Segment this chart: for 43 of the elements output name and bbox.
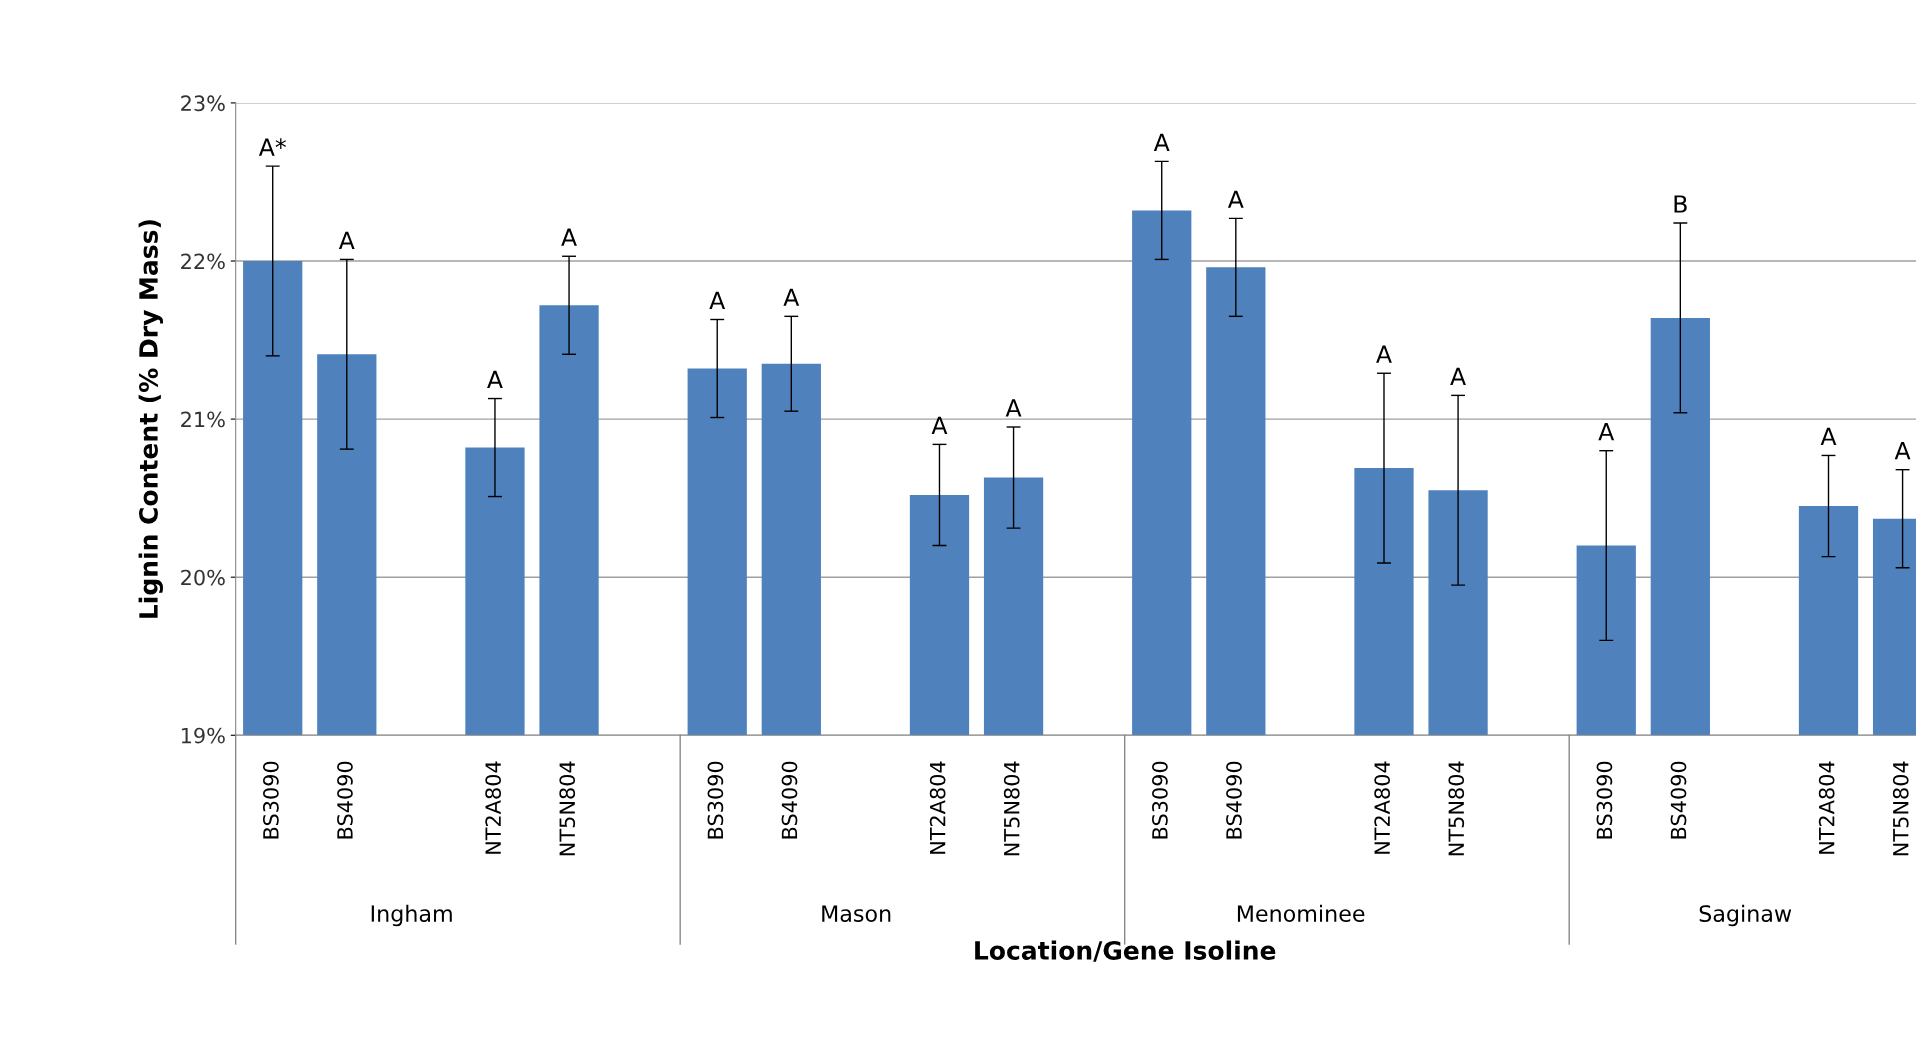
y-tick-label: 20% bbox=[181, 569, 225, 586]
x-tick-label: NT2A804 bbox=[929, 761, 946, 854]
annotation: A bbox=[1820, 427, 1837, 445]
y-tick-label: 19% bbox=[181, 727, 225, 744]
annotation: A bbox=[1598, 423, 1615, 441]
x-axis-title: Location/Gene Isoline bbox=[975, 940, 1276, 962]
annotation: A bbox=[1894, 442, 1911, 460]
annotation: B bbox=[1674, 195, 1687, 213]
x-tick-label: NT5N804 bbox=[1003, 761, 1020, 856]
annotation: A bbox=[709, 291, 726, 310]
x-tick-label: NT2A804 bbox=[485, 761, 502, 854]
x-tick-label: BS3090 bbox=[1152, 761, 1168, 839]
y-tick-label: 22% bbox=[181, 253, 225, 270]
x-tick-label: BS4090 bbox=[337, 761, 353, 839]
annotation: A bbox=[487, 370, 503, 389]
annotation: A bbox=[1227, 190, 1244, 208]
text: Saginaw bbox=[1699, 904, 1792, 927]
x-tick-label: NT2A804 bbox=[1818, 761, 1835, 854]
annotation: A bbox=[1376, 345, 1392, 363]
annotation: A bbox=[338, 231, 355, 249]
x-tick-label: BS4090 bbox=[1670, 761, 1687, 839]
y-tick-label: 21% bbox=[181, 411, 225, 428]
y-tick-label: 23% bbox=[181, 95, 225, 112]
x-tick-label: BS4090 bbox=[781, 761, 798, 839]
text: Mason bbox=[822, 905, 891, 922]
x-tick-label: BS3090 bbox=[1596, 761, 1613, 839]
annotation: A bbox=[1153, 133, 1170, 151]
x-tick-label: NT5N804 bbox=[559, 761, 576, 856]
x-tick-label: NT2A804 bbox=[1374, 761, 1391, 854]
x-tick-label: BS3090 bbox=[707, 761, 724, 839]
text: Ingham bbox=[371, 904, 452, 927]
annotation: A bbox=[1450, 367, 1466, 385]
x-tick-label: NT5N804 bbox=[1892, 761, 1909, 856]
annotation: A bbox=[931, 416, 948, 434]
y-axis-title: Lignin Content (% Dry Mass) bbox=[138, 220, 163, 618]
x-tick-label: NT5N804 bbox=[1448, 761, 1465, 856]
annotation: A bbox=[783, 288, 800, 306]
text: Menominee bbox=[1237, 904, 1365, 922]
x-tick-label: BS3090 bbox=[263, 761, 279, 839]
annotation: A bbox=[1005, 399, 1022, 417]
annotation: A* bbox=[258, 138, 286, 156]
x-tick-label: BS4090 bbox=[1226, 761, 1242, 839]
annotation: A bbox=[561, 228, 577, 246]
